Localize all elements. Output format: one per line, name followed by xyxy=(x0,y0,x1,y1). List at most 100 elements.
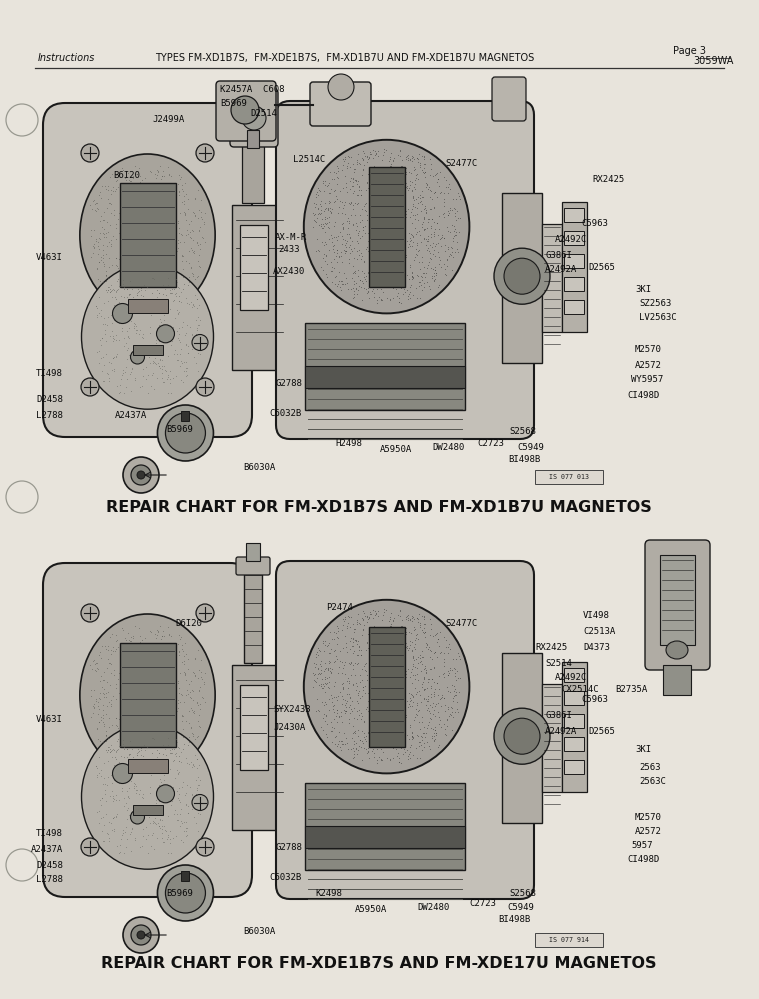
Text: D2514: D2514 xyxy=(250,109,277,118)
FancyBboxPatch shape xyxy=(43,103,252,437)
Bar xyxy=(305,826,465,848)
Circle shape xyxy=(123,917,159,953)
Bar xyxy=(181,871,190,881)
Ellipse shape xyxy=(81,724,213,869)
Circle shape xyxy=(112,763,133,783)
Bar xyxy=(369,626,405,746)
Text: A2492C: A2492C xyxy=(555,672,587,681)
Circle shape xyxy=(131,350,144,364)
Circle shape xyxy=(6,104,38,136)
Text: 2563C: 2563C xyxy=(639,776,666,785)
Text: B2735A: B2735A xyxy=(615,685,647,694)
Text: A2437A: A2437A xyxy=(31,845,63,854)
Text: TI498: TI498 xyxy=(36,369,63,378)
Circle shape xyxy=(328,74,354,100)
Text: RX2425: RX2425 xyxy=(592,176,624,185)
Text: G386I: G386I xyxy=(545,710,572,719)
Circle shape xyxy=(231,96,259,124)
Bar xyxy=(305,323,465,410)
Text: D2458: D2458 xyxy=(36,396,63,405)
Text: B6030A: B6030A xyxy=(243,926,276,935)
Bar xyxy=(564,277,584,291)
Text: CX2514C: CX2514C xyxy=(561,685,599,694)
Bar xyxy=(232,205,287,370)
Ellipse shape xyxy=(304,140,469,314)
Text: G2788: G2788 xyxy=(275,842,302,851)
Text: C5949: C5949 xyxy=(507,902,534,911)
Text: A5950A: A5950A xyxy=(380,445,412,454)
Text: IS 077 013: IS 077 013 xyxy=(549,474,589,480)
Bar xyxy=(247,130,259,148)
Circle shape xyxy=(192,335,208,351)
FancyBboxPatch shape xyxy=(645,540,710,670)
Circle shape xyxy=(196,838,214,856)
Bar xyxy=(232,665,287,830)
Text: P2474: P2474 xyxy=(326,602,354,611)
Bar xyxy=(128,759,168,773)
Circle shape xyxy=(157,865,213,921)
Circle shape xyxy=(112,304,133,324)
Circle shape xyxy=(81,378,99,396)
Text: LV2563C: LV2563C xyxy=(639,313,676,322)
Text: C2723: C2723 xyxy=(477,439,504,448)
Bar xyxy=(246,543,260,561)
Bar xyxy=(240,685,268,770)
FancyBboxPatch shape xyxy=(276,101,534,439)
Text: B5969: B5969 xyxy=(220,99,247,108)
Circle shape xyxy=(504,718,540,754)
Text: S2568: S2568 xyxy=(509,888,536,897)
Text: A2492A: A2492A xyxy=(545,726,578,735)
Text: S2568: S2568 xyxy=(509,427,536,436)
Circle shape xyxy=(131,810,144,824)
Text: A2572: A2572 xyxy=(635,826,662,835)
Circle shape xyxy=(137,931,145,939)
Text: REPAIR CHART FOR FM-XDE1B7S AND FM-XDE17U MAGNETOS: REPAIR CHART FOR FM-XDE1B7S AND FM-XDE17… xyxy=(101,956,657,971)
Text: K2498: K2498 xyxy=(315,888,342,897)
Text: D2565: D2565 xyxy=(588,263,615,272)
Text: Instructions: Instructions xyxy=(38,53,96,63)
Text: C2513A: C2513A xyxy=(583,626,616,635)
Bar xyxy=(244,565,262,663)
Ellipse shape xyxy=(304,599,469,773)
Text: G2788: G2788 xyxy=(275,379,302,388)
Circle shape xyxy=(165,413,206,453)
FancyBboxPatch shape xyxy=(310,82,371,126)
Text: D2458: D2458 xyxy=(36,860,63,869)
Circle shape xyxy=(196,604,214,622)
Circle shape xyxy=(81,838,99,856)
Bar xyxy=(240,225,268,310)
Circle shape xyxy=(81,144,99,162)
Text: SZ2563: SZ2563 xyxy=(639,299,671,308)
Text: M2570: M2570 xyxy=(635,346,662,355)
Text: D4373: D4373 xyxy=(583,642,610,651)
Bar xyxy=(133,346,162,356)
Bar xyxy=(369,167,405,287)
Text: CI498D: CI498D xyxy=(627,854,660,863)
Text: H2498: H2498 xyxy=(335,439,362,448)
Circle shape xyxy=(156,785,175,803)
Text: L2788: L2788 xyxy=(36,411,63,420)
Text: A2572: A2572 xyxy=(635,361,662,370)
Ellipse shape xyxy=(80,154,215,317)
Bar xyxy=(562,202,587,332)
Circle shape xyxy=(494,248,550,305)
Bar xyxy=(542,224,562,332)
Circle shape xyxy=(242,106,266,130)
FancyBboxPatch shape xyxy=(492,77,526,121)
Text: CI498D: CI498D xyxy=(627,391,660,400)
Text: RX2425: RX2425 xyxy=(535,642,567,651)
Bar xyxy=(535,470,603,484)
Text: 5957: 5957 xyxy=(631,840,653,849)
Text: S2477C: S2477C xyxy=(445,159,477,168)
Text: 2433: 2433 xyxy=(278,246,300,255)
Circle shape xyxy=(196,144,214,162)
Text: L2514C: L2514C xyxy=(293,156,326,165)
Text: 3059WA: 3059WA xyxy=(694,56,734,66)
Text: A2492C: A2492C xyxy=(555,236,587,245)
Text: B5969: B5969 xyxy=(166,426,194,435)
Text: C6032B: C6032B xyxy=(269,409,301,418)
Ellipse shape xyxy=(81,264,213,410)
Bar xyxy=(128,299,168,313)
Text: 2563: 2563 xyxy=(639,762,660,771)
Text: VI498: VI498 xyxy=(583,610,610,619)
